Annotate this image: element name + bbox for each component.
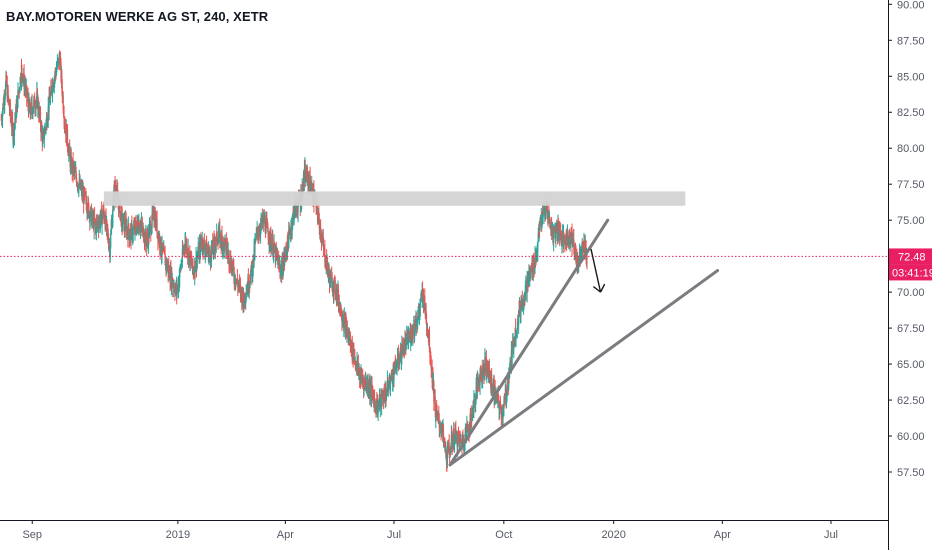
x-tick-label: Oct xyxy=(495,529,512,541)
svg-text:03:41:19: 03:41:19 xyxy=(892,267,932,279)
candles-layer xyxy=(0,50,588,472)
candle xyxy=(50,78,52,88)
candle xyxy=(100,210,102,228)
svg-text:72.48: 72.48 xyxy=(898,251,926,263)
annotations-layer xyxy=(0,191,888,467)
x-tick-label: Apr xyxy=(277,529,294,541)
chart-title: BAY.MOTOREN WERKE AG ST, 240, XETR xyxy=(6,9,269,24)
candle xyxy=(254,233,256,261)
candle xyxy=(456,430,458,445)
y-tick-label: 60.00 xyxy=(897,431,925,443)
x-tick-label: Sep xyxy=(22,529,42,541)
candle xyxy=(513,346,515,359)
y-tick-label: 82.50 xyxy=(897,107,925,119)
time-axis-background xyxy=(0,520,932,550)
candle xyxy=(209,245,211,258)
candle xyxy=(393,365,395,384)
candle xyxy=(272,230,274,258)
x-tick-label: 2019 xyxy=(166,529,190,541)
price-labels-layer: 72.48 03:41:19 xyxy=(889,248,932,281)
y-tick-label: 75.00 xyxy=(897,215,925,227)
trendline-shallow xyxy=(448,269,720,467)
candle xyxy=(537,241,539,262)
candle xyxy=(30,96,32,120)
x-tick-label: Jul xyxy=(387,529,401,541)
countdown-badge: 03:41:19 xyxy=(889,264,932,281)
last-price-badge: 72.48 xyxy=(889,248,932,265)
y-tick-label: 62.50 xyxy=(897,395,925,407)
candle xyxy=(330,268,332,288)
y-tick-label: 57.50 xyxy=(897,467,925,479)
resistance-zone xyxy=(103,191,686,206)
x-tick-label: Apr xyxy=(714,529,731,541)
y-tick-label: 90.00 xyxy=(897,0,925,11)
y-tick-label: 65.00 xyxy=(897,359,925,371)
x-tick-label: Jul xyxy=(824,529,838,541)
y-tick-label: 80.00 xyxy=(897,143,925,155)
y-tick-label: 77.50 xyxy=(897,179,925,191)
candle xyxy=(14,116,16,130)
candle xyxy=(515,336,517,348)
y-tick-label: 67.50 xyxy=(897,323,925,335)
down-arrow xyxy=(590,248,606,293)
candle xyxy=(42,125,44,147)
trendline-steep xyxy=(448,218,610,467)
y-tick-label: 70.00 xyxy=(897,287,925,299)
candle xyxy=(224,234,226,259)
x-tick-label: 2020 xyxy=(601,529,625,541)
candle xyxy=(433,379,435,411)
y-tick-label: 85.00 xyxy=(897,71,925,83)
candle xyxy=(394,360,396,375)
y-tick-label: 87.50 xyxy=(897,35,925,47)
candle xyxy=(93,207,96,224)
